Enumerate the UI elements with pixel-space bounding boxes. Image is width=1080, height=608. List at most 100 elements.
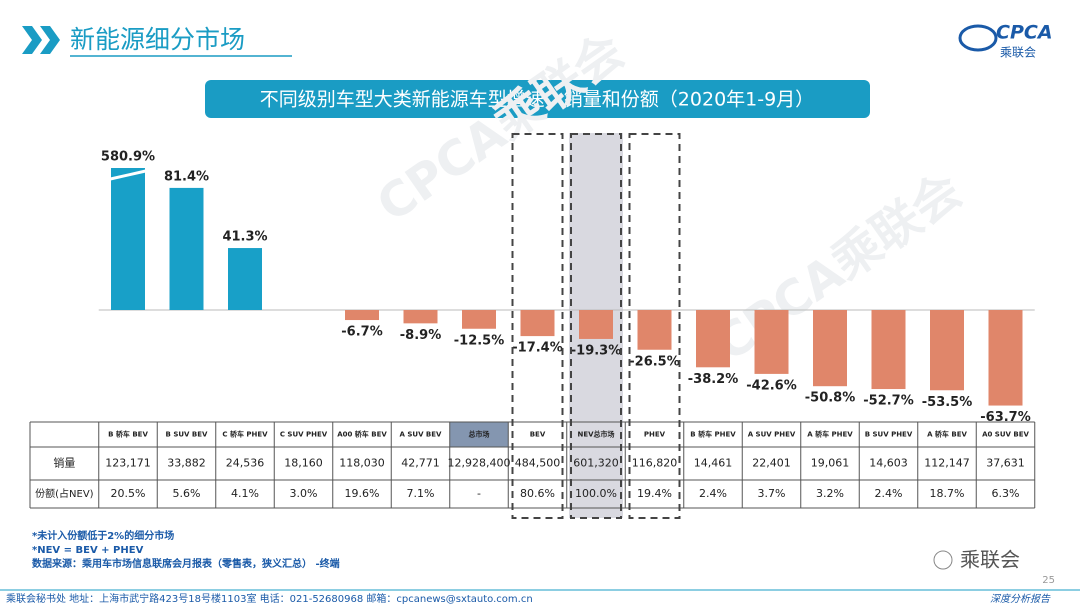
value-label: -12.5%: [454, 333, 505, 348]
column-header: NEV总市场: [577, 430, 614, 439]
value-label: -63.7%: [980, 410, 1031, 425]
table-cell: 37,631: [986, 457, 1025, 470]
table-cell: 14,461: [694, 457, 733, 470]
value-label: 81.4%: [164, 169, 209, 184]
bar: [520, 310, 555, 337]
column-header: B SUV PHEV: [865, 431, 913, 439]
bar: [111, 168, 145, 310]
table-cell: 116,820: [632, 457, 678, 470]
table-cell: 100.0%: [575, 487, 617, 500]
value-label: -8.9%: [400, 328, 441, 343]
bar: [930, 310, 964, 391]
table-cell: 601,320: [573, 457, 619, 470]
bar: [403, 310, 438, 324]
table-cell: 12,928,400: [448, 457, 511, 470]
column-header: B 轿车 PHEV: [690, 430, 736, 439]
column-header: A SUV BEV: [400, 431, 443, 439]
logo-mark: [958, 24, 998, 52]
table-cell: 18,160: [284, 457, 323, 470]
table-cell: 20.5%: [111, 487, 146, 500]
bar: [579, 310, 613, 339]
value-label: -6.7%: [341, 325, 382, 340]
footer-bar: [0, 588, 1080, 608]
bar: [345, 310, 379, 321]
value-label: 580.9%: [101, 150, 155, 165]
bar: [228, 248, 262, 310]
table-cell: 5.6%: [173, 487, 201, 500]
bar: [813, 310, 847, 387]
note: *NEV = BEV + PHEV: [32, 545, 144, 556]
column-header: C 轿车 PHEV: [222, 430, 268, 439]
column-header: 总市场: [469, 430, 490, 439]
table-cell: 33,882: [167, 457, 206, 470]
footer-address: 乘联会秘书处 地址：上海市武宁路423号18号楼1103室 电话：021-526…: [6, 592, 533, 605]
highlight-box: [570, 133, 622, 519]
value-label: -19.3%: [571, 343, 622, 358]
highlight-box: [511, 133, 564, 519]
column-header: A0 SUV BEV: [982, 431, 1029, 439]
chevron-icon: [22, 26, 60, 54]
page-title: 新能源细分市场: [70, 25, 245, 54]
chart-title-banner: [205, 80, 870, 118]
column-shade: [449, 422, 509, 447]
wechat-name: 乘联会: [960, 548, 1020, 572]
table-cell: 3.7%: [758, 487, 786, 500]
bar: [637, 310, 672, 350]
table-cell: 19.4%: [637, 487, 672, 500]
table-cell: 42,771: [401, 457, 440, 470]
table-cell: 2.4%: [875, 487, 903, 500]
table-cell: 22,401: [752, 457, 791, 470]
note: *未计入份额低于2%的细分市场: [32, 529, 174, 542]
wechat-icon: [933, 550, 953, 570]
row-label: 销量: [53, 456, 75, 470]
row-label: 份额(占NEV): [35, 487, 94, 500]
bar: [871, 310, 906, 390]
chart: 580.9%81.4%41.3%-6.7% -8.9% -12.5% -17.4% -1…: [29, 133, 1036, 519]
logo-sub: 乘联会: [1000, 46, 1036, 60]
table-cell: 14,603: [869, 457, 908, 470]
value-label: -50.8%: [805, 391, 856, 406]
column-header: B SUV BEV: [166, 431, 208, 439]
bar: [462, 310, 496, 329]
table-cell: 123,171: [105, 457, 151, 470]
table-cell: -: [477, 487, 481, 500]
logo-text: CPCA: [996, 22, 1053, 44]
footer-tag: 深度分析报告: [990, 593, 1051, 605]
column-header: A 轿车 PHEV: [807, 430, 853, 439]
column-header: A 轿车 BEV: [927, 430, 967, 439]
value-label: 41.3%: [222, 230, 267, 245]
bar: [696, 310, 730, 368]
table-cell: 3.0%: [290, 487, 318, 500]
table-cell: 19.6%: [345, 487, 380, 500]
table-cell: 3.2%: [816, 487, 844, 500]
highlight-box: [628, 133, 681, 519]
note: 数据来源：乘用车市场信息联席会月报表（零售表，狭义汇总） -终端: [32, 557, 340, 570]
chart-title: 不同级别车型大类新能源车型增速、销量和份额（2020年1-9月）: [260, 89, 814, 111]
table-cell: 2.4%: [699, 487, 727, 500]
value-label: -26.5%: [629, 354, 680, 369]
column-header: B 轿车 BEV: [108, 430, 148, 439]
value-label: -53.5%: [922, 395, 973, 410]
value-label: -38.2%: [688, 372, 739, 387]
table-cell: 118,030: [339, 457, 385, 470]
table-cell: 7.1%: [407, 487, 435, 500]
bar: [754, 310, 789, 374]
column-header: A00 轿车 BEV: [337, 430, 387, 439]
table-cell: 484,500: [515, 457, 561, 470]
column-header: C SUV PHEV: [280, 431, 328, 439]
page-number: 25: [1042, 575, 1055, 586]
table-cell: 80.6%: [520, 487, 555, 500]
value-label: -17.4%: [512, 341, 563, 356]
bar: [988, 310, 1023, 406]
table-cell: 18.7%: [930, 487, 965, 500]
table-cell: 19,061: [811, 457, 850, 470]
axis-break: [105, 168, 151, 182]
table-cell: 24,536: [226, 457, 265, 470]
table-cell: 112,147: [924, 457, 970, 470]
bar: [169, 187, 204, 310]
column-header: BEV: [530, 431, 546, 439]
column-header: A SUV PHEV: [748, 431, 796, 439]
table-cell: 6.3%: [992, 487, 1020, 500]
value-label: -52.7%: [863, 394, 914, 409]
